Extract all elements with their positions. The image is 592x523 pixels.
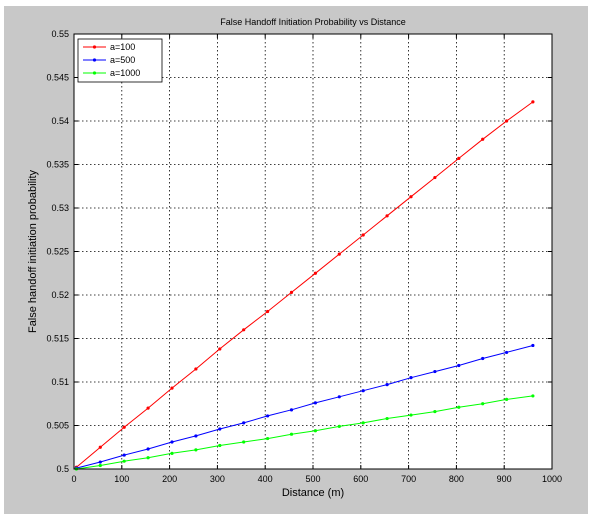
series-1-point: [409, 195, 413, 199]
x-tick-label: 0: [71, 474, 76, 484]
series-2-point: [194, 434, 198, 438]
series-3-point: [433, 409, 437, 414]
series-3-point: [242, 440, 246, 444]
series-3-point: [481, 402, 485, 406]
series-2-point: [337, 395, 341, 399]
series-2-point: [218, 427, 222, 431]
grid-lines: [74, 34, 552, 469]
series-1-point: [122, 425, 126, 429]
series-1-point: [265, 309, 270, 314]
x-tick-label: 400: [258, 474, 273, 484]
series-2-point: [504, 350, 509, 355]
series-2-point: [242, 421, 246, 425]
y-tick-label: 0.535: [46, 160, 69, 170]
series-1-point: [433, 175, 437, 180]
series-1-point: [457, 156, 461, 161]
series-1-point: [313, 271, 317, 275]
series-3-point: [170, 451, 174, 455]
series-2-point: [265, 414, 270, 418]
series-3-point: [313, 429, 317, 433]
x-tick-label: 100: [114, 474, 129, 484]
y-axis-title: False handoff initiation probability: [27, 169, 39, 333]
series-1-point: [98, 445, 102, 449]
x-tick-label: 600: [353, 474, 368, 484]
series-2-point: [481, 356, 485, 361]
x-tick-label: 1000: [542, 474, 562, 484]
series-3-point: [122, 459, 126, 463]
y-tick-label: 0.55: [51, 29, 69, 39]
x-axis-title: Distance (m): [282, 487, 344, 499]
chart-title: False Handoff Initiation Probability vs …: [220, 17, 405, 27]
series-layer: [74, 100, 535, 471]
legend-label-2: a=500: [110, 55, 135, 65]
legend-marker-1: [92, 45, 97, 49]
series-1-point: [194, 367, 198, 371]
line-chart: False Handoff Initiation Probability vs …: [27, 17, 562, 499]
series-1-point: [337, 252, 341, 256]
series-2-point: [409, 376, 413, 380]
series-3-point: [289, 432, 294, 436]
series-2-point: [361, 389, 365, 393]
series-3-point: [146, 456, 150, 460]
series-1-point: [170, 386, 174, 390]
x-tick-label: 900: [497, 474, 512, 484]
series-2-point: [433, 369, 437, 374]
series-3-point: [361, 421, 365, 425]
legend: a=100 a=500 a=1000: [77, 38, 163, 83]
series-3-point: [385, 416, 389, 421]
legend-label-3: a=1000: [110, 68, 140, 78]
series-1-point: [218, 347, 222, 351]
series-2-point: [146, 447, 150, 451]
y-tick-label: 0.54: [51, 116, 69, 126]
y-tick-label: 0.53: [51, 203, 69, 213]
series-3-point: [265, 436, 270, 441]
series-2-point: [170, 440, 174, 444]
series-2-point: [385, 383, 389, 387]
series-3-point: [337, 424, 341, 428]
series-2-point: [457, 363, 461, 368]
x-tick-label: 700: [401, 474, 416, 484]
legend-marker-3: [92, 71, 97, 75]
series-3-point: [457, 405, 461, 409]
y-tick-label: 0.51: [51, 377, 69, 387]
y-tick-label: 0.5: [56, 464, 69, 474]
series-line-3: [76, 395, 533, 470]
series-1-point: [289, 290, 294, 294]
series-1-point: [531, 100, 535, 104]
y-tick-label: 0.545: [46, 73, 69, 83]
series-1-point: [385, 214, 389, 218]
series-1-point: [361, 233, 365, 237]
y-tick-label: 0.505: [46, 421, 69, 431]
series-3-point: [98, 463, 102, 468]
legend-marker-2: [92, 58, 97, 62]
series-2-point: [531, 343, 535, 348]
series-1-point: [504, 119, 509, 123]
tick-labels: 0 100 200 300 400 500 600 700 800 900 1000 0.5 0.505…: [46, 29, 562, 484]
legend-label-1: a=100: [110, 42, 135, 52]
axes: [73, 33, 553, 470]
x-tick-label: 800: [449, 474, 464, 484]
series-2-point: [313, 401, 317, 405]
series-1-point: [146, 406, 150, 410]
series-3-point: [194, 448, 198, 452]
y-tick-label: 0.52: [51, 290, 69, 300]
series-2-point: [98, 460, 102, 464]
series-line-1: [76, 101, 534, 468]
series-line-2: [76, 345, 534, 469]
x-tick-label: 500: [305, 474, 320, 484]
y-tick-label: 0.525: [46, 247, 69, 257]
series-3-point: [504, 397, 509, 401]
series-3-point: [409, 413, 413, 417]
series-2-point: [122, 453, 126, 457]
figure-window: False Handoff Initiation Probability vs …: [4, 6, 588, 514]
x-tick-label: 300: [210, 474, 225, 484]
x-tick-label: 200: [162, 474, 177, 484]
series-1-point: [242, 328, 246, 332]
series-2-point: [289, 408, 294, 412]
series-3-point: [531, 394, 535, 398]
series-3-point: [218, 443, 222, 448]
y-tick-label: 0.515: [46, 334, 69, 344]
series-1-point: [481, 137, 485, 141]
